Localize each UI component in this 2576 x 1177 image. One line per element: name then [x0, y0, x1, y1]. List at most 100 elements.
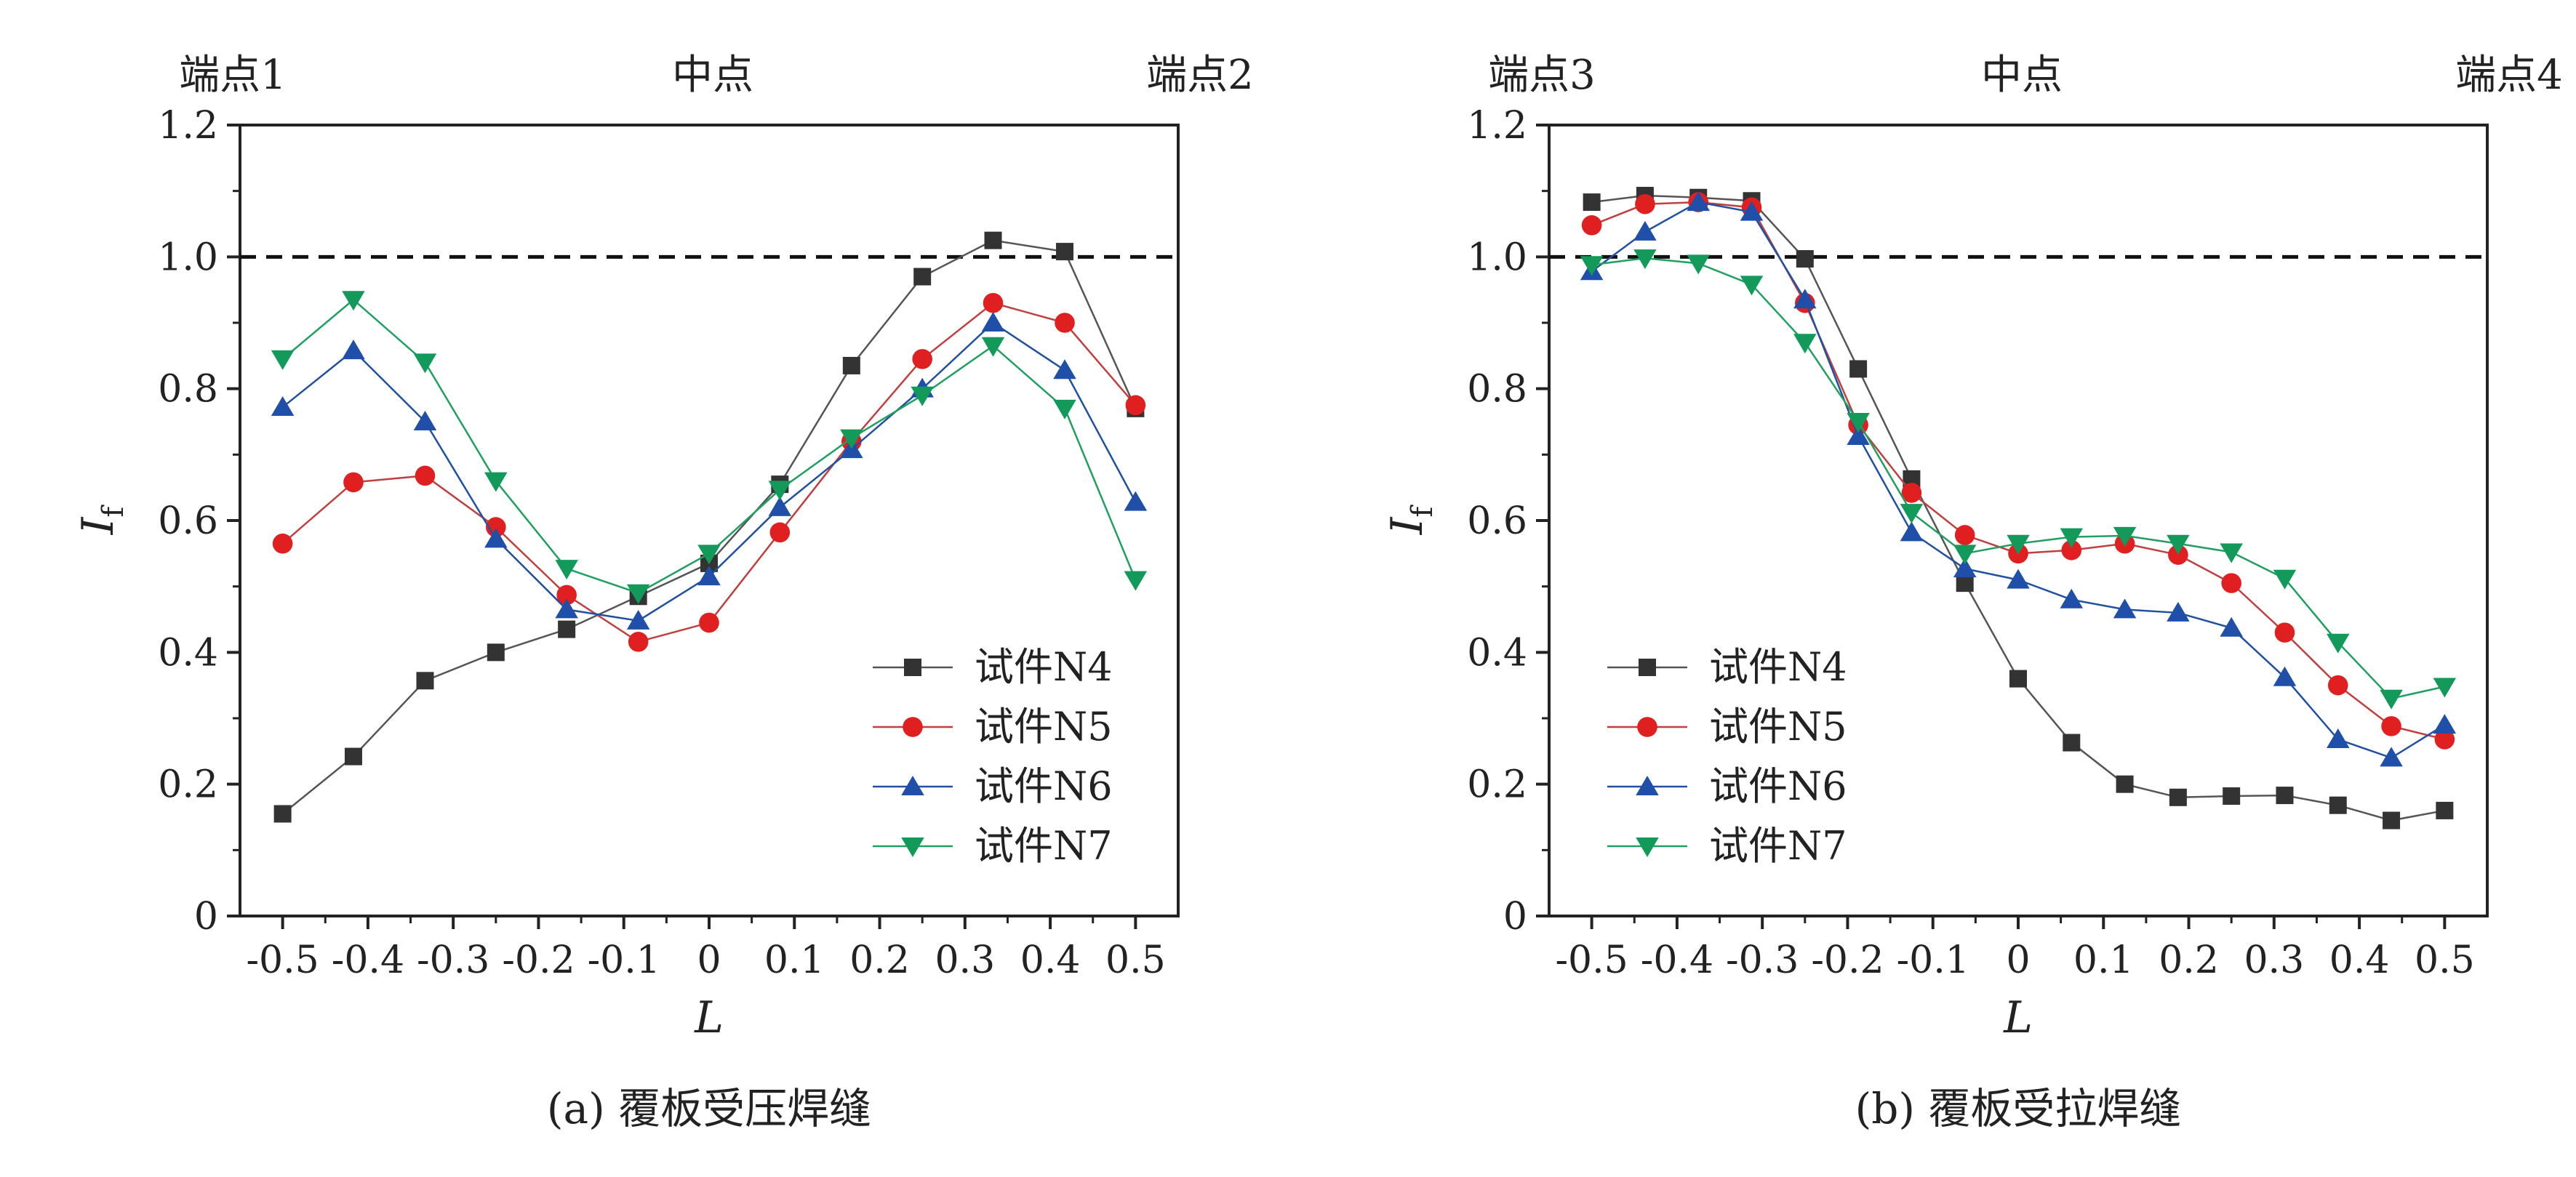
data-point [1125, 395, 1146, 416]
legend-label: 试件N5 [1709, 704, 1847, 750]
y-tick-label: 0 [1503, 895, 1527, 939]
data-point [1901, 483, 1922, 503]
y-tick-label: 0 [194, 895, 218, 939]
x-tick-label: 0.2 [2159, 939, 2219, 982]
legend-marker [1639, 659, 1656, 676]
data-point [2113, 526, 2137, 547]
y-tick-label: 0.6 [158, 499, 218, 543]
legend-label: 试件N6 [975, 763, 1113, 809]
y-axis-label-sub: f [1406, 505, 1439, 518]
y-tick-label: 0.2 [158, 763, 218, 807]
data-point [2007, 534, 2030, 555]
x-tick-label: 0.4 [1020, 939, 1081, 982]
data-point [1687, 254, 1710, 275]
data-point [2009, 670, 2027, 688]
x-tick-label: -0.4 [332, 939, 404, 982]
x-tick-label: 0.4 [2329, 939, 2390, 982]
data-point [2274, 622, 2295, 643]
data-point [1633, 220, 1657, 241]
legend-label: 试件N7 [1709, 823, 1847, 869]
legend-label: 试件N4 [1709, 644, 1847, 690]
data-point [2007, 569, 2030, 589]
data-point [842, 356, 860, 374]
x-axis-label: L [694, 992, 724, 1043]
data-point [911, 386, 934, 406]
data-point [1056, 243, 1074, 261]
data-point [2327, 633, 2350, 654]
series-1 [272, 293, 1146, 652]
data-point [2116, 775, 2134, 793]
y-tick-label: 1.2 [1467, 104, 1527, 148]
data-point [413, 411, 437, 430]
data-point [2433, 678, 2457, 698]
x-tick-label: -0.2 [1811, 939, 1884, 982]
x-tick-label: 0.2 [849, 939, 910, 982]
data-point [2167, 534, 2190, 555]
y-tick-label: 0.4 [158, 631, 218, 675]
data-point [2383, 811, 2401, 829]
top-label-1: 中点 [1981, 52, 2063, 99]
chart-b: -0.5 -0.4 -0.3 -0.2 -0.1 0 0.1 0.2 0.3 0.4 0.5 0 0.2… [1382, 52, 2563, 1133]
legend: 试件N4 试件N5 试件N6 试件N7 [1607, 644, 1847, 869]
data-point [1847, 413, 1870, 433]
data-point [2327, 675, 2348, 696]
data-point [1633, 249, 1657, 270]
data-point [2381, 716, 2401, 736]
y-axis-label-sub: f [97, 505, 130, 518]
data-point [556, 585, 577, 606]
y-tick-label: 1.2 [158, 104, 218, 148]
data-point [2167, 601, 2190, 622]
y-tick-label: 1.0 [158, 236, 218, 279]
data-point [342, 291, 365, 311]
data-point [1954, 525, 1975, 545]
x-tick-label: -0.3 [1726, 939, 1799, 982]
data-point [626, 584, 650, 604]
x-tick-label: -0.3 [417, 939, 489, 982]
legend-marker [1637, 717, 1657, 737]
data-point [1953, 558, 1977, 578]
top-label-0: 端点1 [179, 52, 287, 99]
x-tick-label: -0.5 [246, 939, 319, 982]
data-point [913, 268, 932, 286]
y-tick-label: 0.6 [1467, 499, 1527, 543]
x-tick-label: -0.1 [588, 939, 660, 982]
data-point [2168, 545, 2188, 565]
y-axis-label: If [73, 505, 130, 536]
data-point [1793, 334, 1817, 354]
x-tick-label: -0.4 [1641, 939, 1713, 982]
data-point [1124, 491, 1148, 511]
data-point [1900, 521, 1924, 542]
data-point [2220, 616, 2243, 637]
x-tick-label: -0.5 [1555, 939, 1628, 982]
top-label-2: 端点4 [2455, 52, 2563, 99]
x-tick-label: 0.5 [1105, 939, 1166, 982]
data-point [840, 429, 863, 449]
data-point [413, 353, 437, 374]
data-point [2060, 528, 2084, 548]
data-point [1796, 250, 1814, 268]
y-tick-label: 0.4 [1467, 631, 1527, 675]
data-point [484, 472, 508, 492]
data-point [2436, 801, 2454, 819]
series-1 [1581, 192, 2455, 750]
legend-marker [1636, 776, 1659, 795]
data-point [2169, 788, 2187, 806]
data-point [628, 632, 649, 652]
x-tick-label: 0.3 [935, 939, 995, 982]
chart-a: -0.5 -0.4 -0.3 -0.2 -0.1 0 0.1 0.2 0.3 0.4 0.5 0 0.2… [73, 52, 1254, 1133]
x-tick-label: 0 [2006, 939, 2030, 982]
x-tick-label: 0 [697, 939, 721, 982]
data-point [343, 472, 364, 493]
data-point [271, 396, 295, 417]
data-point [2063, 734, 2081, 752]
data-point [2220, 543, 2243, 563]
data-point [2276, 787, 2294, 805]
data-point [2221, 573, 2241, 593]
data-point [271, 350, 295, 370]
x-tick-label: 0.3 [2244, 939, 2304, 982]
data-point [558, 620, 576, 638]
legend-label: 试件N4 [975, 644, 1113, 690]
legend-label: 试件N7 [975, 823, 1113, 869]
data-point [272, 533, 293, 554]
data-point [1055, 313, 1075, 333]
